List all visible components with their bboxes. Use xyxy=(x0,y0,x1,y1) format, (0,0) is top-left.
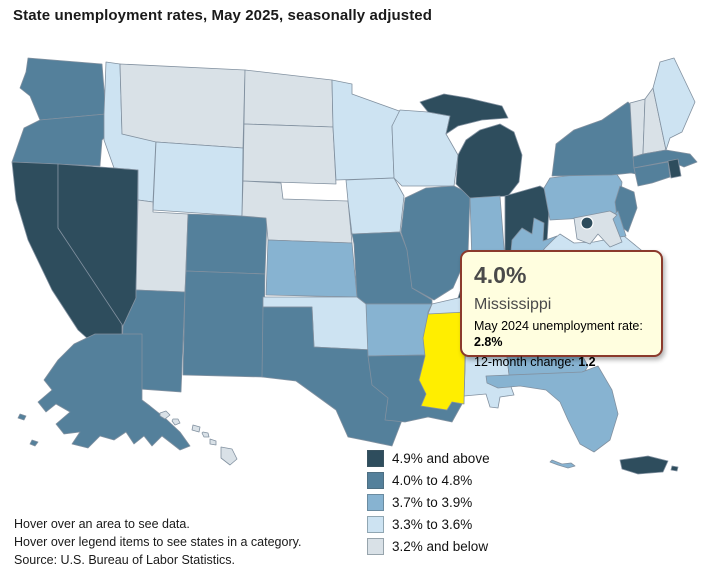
legend-swatch-3 xyxy=(367,493,384,511)
note-hover-area: Hover over an area to see data. xyxy=(14,517,190,531)
state-mt[interactable] xyxy=(119,63,246,149)
state-pr[interactable] xyxy=(619,455,679,475)
legend-item-3[interactable]: 3.7% to 3.9% xyxy=(367,491,490,513)
state-ak[interactable] xyxy=(17,333,191,451)
tooltip-state-name: Mississippi xyxy=(474,296,552,313)
legend-swatch-1 xyxy=(367,449,384,467)
state-ut[interactable] xyxy=(135,199,189,293)
legend-swatch-5 xyxy=(367,537,384,555)
state-pa[interactable] xyxy=(543,169,629,221)
state-nm[interactable] xyxy=(182,270,266,378)
state-ks[interactable] xyxy=(265,239,358,298)
footer-notes: Hover over an area to see data. Hover ov… xyxy=(14,515,301,569)
legend-swatch-2 xyxy=(367,471,384,489)
state-ri[interactable] xyxy=(667,158,682,179)
state-mn[interactable] xyxy=(331,79,403,181)
legend-item-2[interactable]: 4.0% to 4.8% xyxy=(367,469,490,491)
state-ct[interactable] xyxy=(633,161,671,187)
state-wa[interactable] xyxy=(19,57,107,121)
state-sd[interactable] xyxy=(242,123,337,185)
state-ms[interactable] xyxy=(418,311,467,411)
source-note: Source: U.S. Bureau of Labor Statistics. xyxy=(14,553,235,567)
state-vt[interactable] xyxy=(629,98,646,158)
state-fl[interactable] xyxy=(485,365,619,469)
page-title: State unemployment rates, May 2025, seas… xyxy=(13,7,432,24)
state-co[interactable] xyxy=(185,213,268,275)
tooltip-detail-2-label: 12-month change: xyxy=(474,355,579,369)
hover-tooltip: 4.0% Mississippi May 2024 unemployment r… xyxy=(460,250,663,369)
legend-label-5: 3.2% and below xyxy=(392,538,489,554)
state-dc[interactable] xyxy=(580,216,594,230)
tooltip-detail-1: May 2024 unemployment rate: 2.8% xyxy=(474,318,651,350)
state-wy[interactable] xyxy=(152,141,244,217)
tooltip-rate: 4.0% xyxy=(474,262,527,288)
legend-label-1: 4.9% and above xyxy=(392,450,490,466)
legend-item-1[interactable]: 4.9% and above xyxy=(367,447,490,469)
state-hi[interactable] xyxy=(159,410,238,466)
legend-label-2: 4.0% to 4.8% xyxy=(392,472,473,488)
legend-label-4: 3.3% to 3.6% xyxy=(392,516,473,532)
tooltip-detail-2: 12-month change: 1.2 xyxy=(474,354,651,370)
note-hover-legend: Hover over legend items to see states in… xyxy=(14,535,302,549)
state-or[interactable] xyxy=(11,113,111,167)
tooltip-detail-1-label: May 2024 unemployment rate: xyxy=(474,319,643,333)
legend-item-4[interactable]: 3.3% to 3.6% xyxy=(367,513,490,535)
state-me[interactable] xyxy=(652,57,696,151)
tooltip-detail-1-value: 2.8% xyxy=(474,335,503,349)
state-tx[interactable] xyxy=(261,306,425,447)
legend-label-3: 3.7% to 3.9% xyxy=(392,494,473,510)
state-wi[interactable] xyxy=(391,109,459,187)
legend-item-5[interactable]: 3.2% and below xyxy=(367,535,490,557)
state-ia[interactable] xyxy=(345,177,405,235)
state-nd[interactable] xyxy=(243,69,334,128)
legend: 4.9% and above 4.0% to 4.8% 3.7% to 3.9%… xyxy=(367,447,490,557)
legend-swatch-4 xyxy=(367,515,384,533)
state-ar[interactable] xyxy=(365,303,433,357)
tooltip-detail-2-value: 1.2 xyxy=(578,355,596,369)
